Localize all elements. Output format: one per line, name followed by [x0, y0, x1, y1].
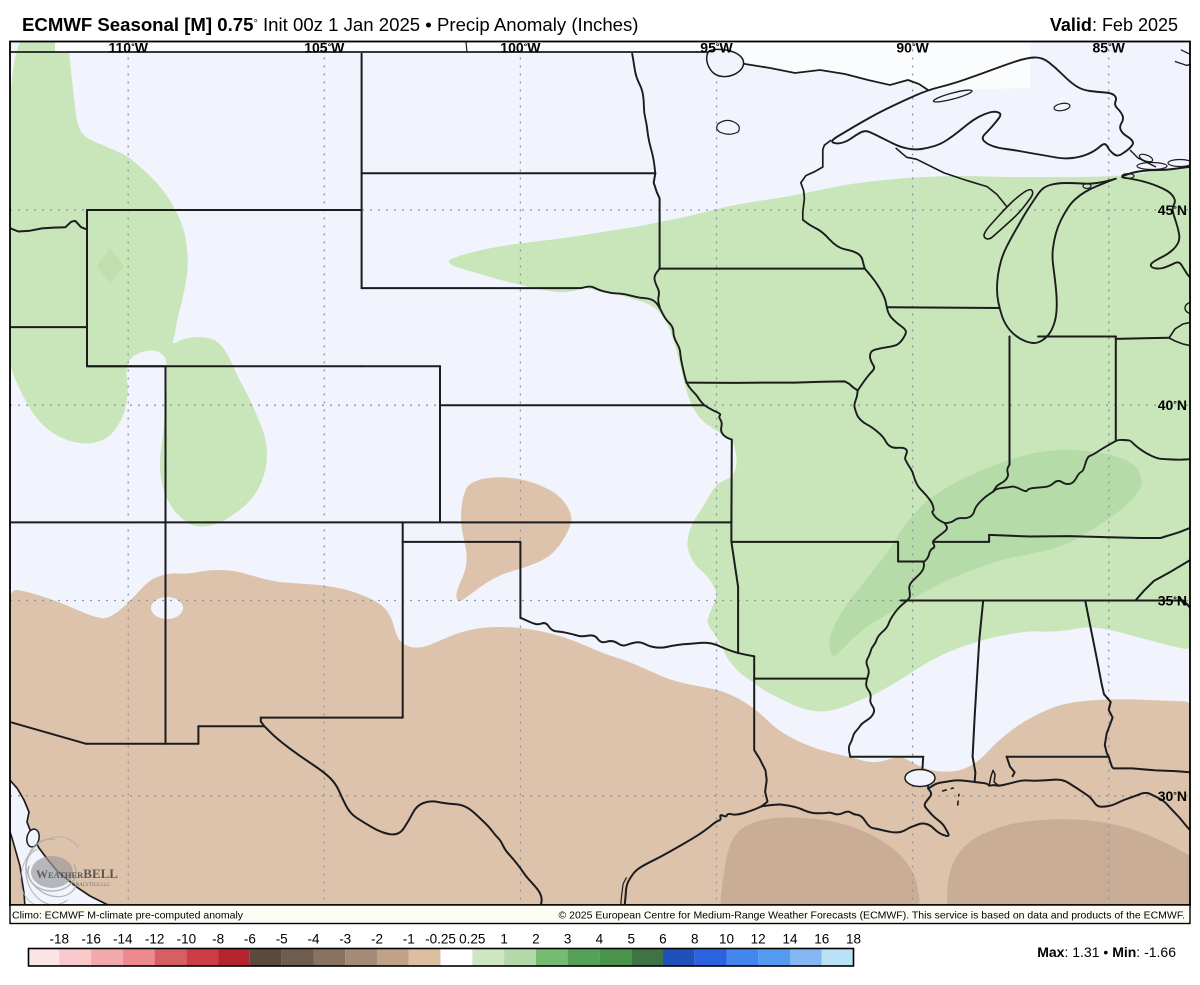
svg-text:-16: -16 — [81, 932, 101, 947]
svg-text:2: 2 — [532, 932, 540, 947]
svg-text:-12: -12 — [145, 932, 165, 947]
svg-text:-3: -3 — [339, 932, 351, 947]
svg-text:3: 3 — [564, 932, 572, 947]
svg-text:5: 5 — [627, 932, 635, 947]
svg-text:40°N: 40°N — [1158, 397, 1187, 413]
svg-text:Valid: Feb 2025: Valid: Feb 2025 — [1050, 15, 1178, 35]
svg-text:-0.25: -0.25 — [425, 932, 456, 947]
svg-text:-1: -1 — [403, 932, 415, 947]
svg-text:95°W: 95°W — [700, 40, 733, 56]
svg-text:105°W: 105°W — [304, 40, 345, 56]
svg-text:-4: -4 — [307, 932, 319, 947]
svg-text:-6: -6 — [244, 932, 256, 947]
svg-text:10: 10 — [719, 932, 734, 947]
svg-text:6: 6 — [659, 932, 667, 947]
svg-text:45°N: 45°N — [1158, 202, 1187, 218]
svg-text:110°W: 110°W — [108, 40, 148, 56]
svg-text:14: 14 — [782, 932, 798, 947]
svg-text:-14: -14 — [113, 932, 133, 947]
svg-text:30°N: 30°N — [1158, 788, 1187, 804]
svg-text:-8: -8 — [212, 932, 224, 947]
svg-text:35°N: 35°N — [1158, 593, 1187, 609]
svg-text:1: 1 — [500, 932, 508, 947]
svg-text:ECMWF Seasonal [M] 0.75° Init: ECMWF Seasonal [M] 0.75° Init 00z 1 Jan … — [22, 14, 639, 35]
svg-text:© 2025 European Centre for Med: © 2025 European Centre for Medium-Range … — [558, 910, 1185, 922]
svg-text:-2: -2 — [371, 932, 383, 947]
svg-text:ANALYTICS LLC: ANALYTICS LLC — [72, 883, 111, 888]
svg-text:8: 8 — [691, 932, 699, 947]
svg-text:100°W: 100°W — [500, 40, 541, 56]
svg-text:Max: 1.31 • Min: -1.66: Max: 1.31 • Min: -1.66 — [1037, 944, 1176, 960]
svg-text:WEATHERBELL: WEATHERBELL — [36, 866, 118, 881]
svg-text:-18: -18 — [50, 932, 70, 947]
svg-text:4: 4 — [596, 932, 604, 947]
svg-text:Climo: ECMWF M-climate pre-com: Climo: ECMWF M-climate pre-computed anom… — [12, 910, 244, 922]
svg-text:18: 18 — [846, 932, 861, 947]
svg-text:-5: -5 — [276, 932, 288, 947]
svg-text:16: 16 — [814, 932, 829, 947]
svg-text:90°W: 90°W — [896, 40, 929, 56]
svg-text:-10: -10 — [177, 932, 197, 947]
svg-text:85°W: 85°W — [1092, 40, 1125, 56]
svg-text:12: 12 — [751, 932, 766, 947]
svg-text:0.25: 0.25 — [459, 932, 485, 947]
